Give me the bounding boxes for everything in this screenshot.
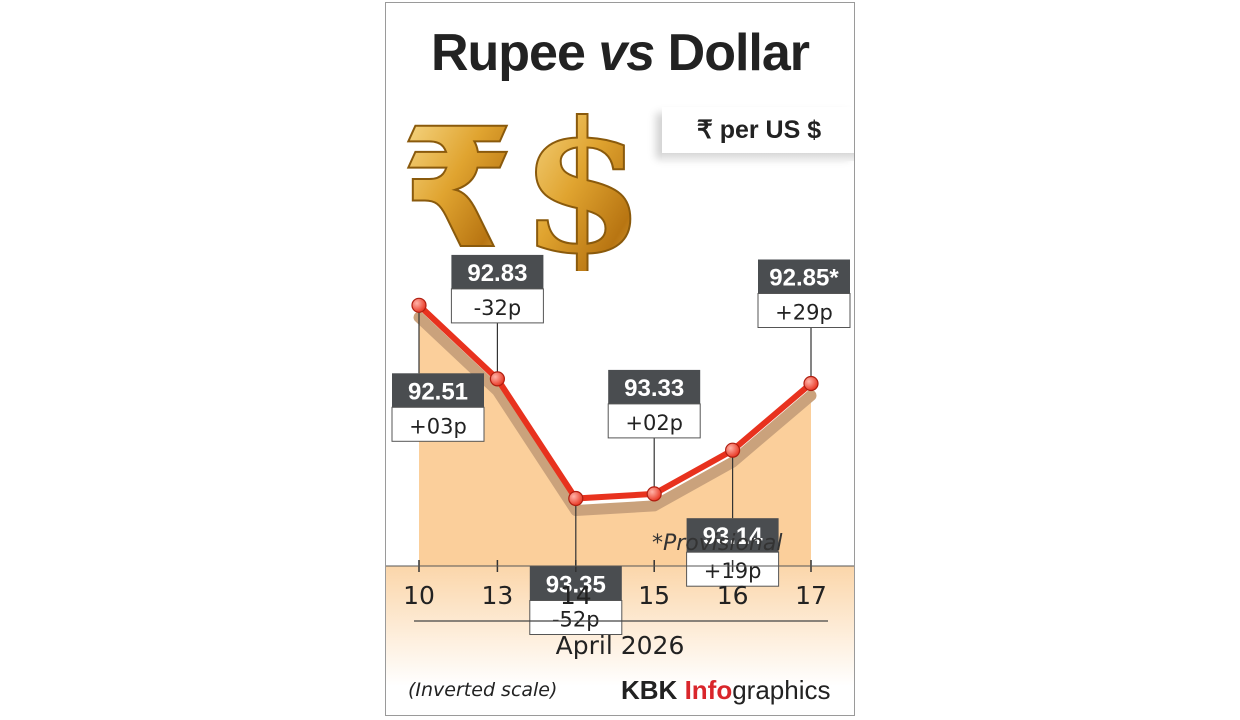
value-label-bg: [451, 254, 544, 289]
title-rupee: Rupee: [430, 24, 586, 82]
x-tick-label: 15: [638, 581, 670, 610]
value-label-bg: [608, 369, 701, 404]
rupee-dollar-symbols: ₹ $: [400, 91, 640, 271]
data-point: [568, 490, 584, 507]
line-shadow: [413, 311, 817, 516]
series-line: [416, 302, 814, 502]
data-point: [803, 375, 819, 392]
change-label: +03p: [409, 414, 467, 438]
change-label: -52p: [552, 608, 600, 632]
chart-title: Rupee vs Dollar: [386, 23, 854, 83]
credit-graphics: graphics: [732, 675, 831, 705]
credit-kbk: KBK: [621, 675, 685, 705]
change-label-bg: [607, 403, 701, 439]
value-label: 93.14: [703, 523, 764, 550]
change-label-bg: [391, 406, 485, 442]
change-label: -32p: [474, 296, 522, 320]
unit-label: ₹ per US $: [696, 116, 822, 144]
change-label-bg: [757, 293, 851, 328]
change-label-bg: [450, 288, 544, 324]
value-label: 92.85*: [769, 265, 839, 292]
data-point: [489, 371, 506, 387]
credit-info: Info: [684, 675, 733, 705]
unit-ribbon: ₹ per US $: [662, 107, 854, 161]
value-label-bg: [758, 259, 850, 294]
area-fill: [419, 317, 811, 566]
inverted-scale-note: (Inverted scale): [408, 679, 558, 701]
value-label-bg: [392, 373, 484, 408]
x-axis-label: April 2026: [555, 631, 685, 660]
data-point: [411, 297, 427, 313]
x-tick-label: 13: [481, 581, 513, 610]
value-label: 93.33: [624, 375, 684, 402]
dollar-symbol-icon: $: [520, 91, 640, 271]
title-vs: vs: [598, 24, 655, 82]
change-label-bg: [529, 600, 623, 635]
value-label-bg: [529, 566, 622, 601]
data-point: [646, 486, 662, 502]
infographic-card: Rupee vs Dollar ₹ $ ₹ per US $ 92.51 +03p…: [385, 2, 855, 716]
change-label: +02p: [625, 411, 683, 435]
x-tick-label: 14: [560, 581, 592, 610]
value-label: 93.35: [546, 572, 606, 599]
value-label-bg: [686, 518, 779, 553]
change-label: +29p: [775, 301, 833, 325]
credit: KBK Infographics: [621, 675, 831, 706]
x-tick-label: 10: [403, 581, 435, 610]
x-tick-label: 16: [717, 581, 749, 610]
title-dollar: Dollar: [667, 24, 810, 82]
rupee-symbol-icon: ₹: [400, 93, 515, 271]
line-chart: 92.51 +03p 92.83 -32p 93.35 -52p 93.33 +02p 93.1…: [386, 254, 854, 686]
value-label: 92.51: [408, 378, 468, 405]
x-tick-label: 17: [795, 581, 827, 610]
value-label: 92.83: [467, 260, 527, 287]
data-point: [725, 442, 741, 458]
provisional-note: *Provisional: [652, 531, 783, 556]
